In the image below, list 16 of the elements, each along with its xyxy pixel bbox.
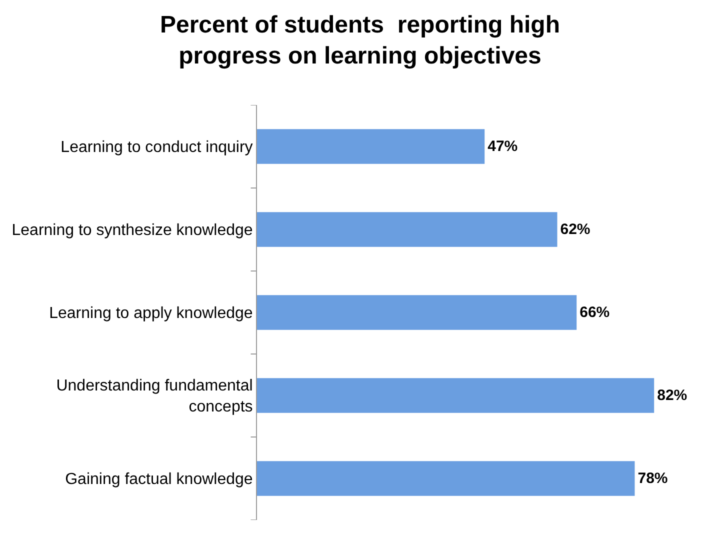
y-tick-label: Learning to synthesize knowledge: [12, 222, 253, 240]
bar: [257, 295, 577, 330]
data-label: 82%: [657, 387, 688, 404]
y-tick-label: Learning to conduct inquiry: [60, 139, 253, 156]
y-tick-label: Gaining factual knowledge: [65, 471, 253, 488]
bar: [257, 378, 654, 413]
data-label: 62%: [560, 221, 590, 238]
y-tick-label: Learning to apply knowledge: [49, 305, 253, 322]
bar: [257, 461, 635, 496]
bar: [257, 212, 558, 247]
y-tick-label: Understanding fundamental concepts: [56, 378, 253, 416]
bar: [257, 129, 485, 164]
data-label: 66%: [580, 304, 610, 321]
chart-title: Percent of students reporting high progress on learning objectives: [160, 11, 560, 70]
data-label: 47%: [488, 138, 518, 155]
data-label: 78%: [638, 470, 668, 487]
